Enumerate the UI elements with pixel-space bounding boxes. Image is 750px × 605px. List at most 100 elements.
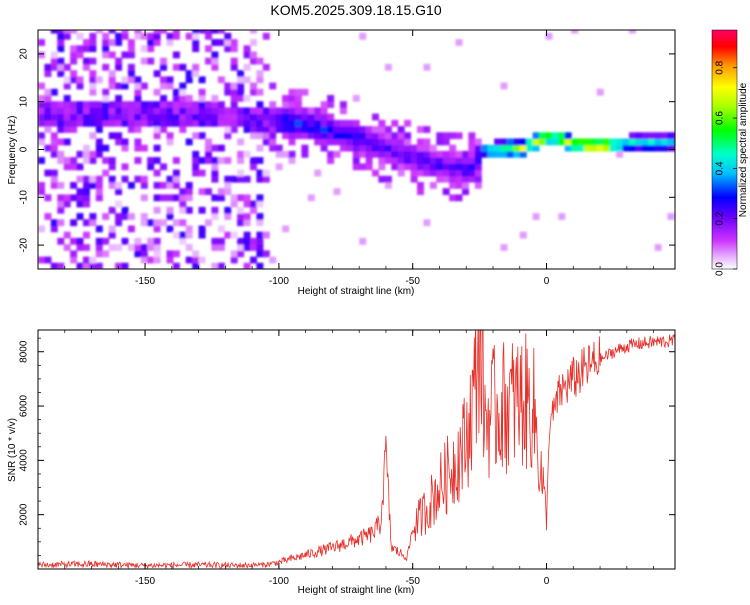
spectrogram-cell (417, 144, 424, 152)
spectrogram-cell (224, 175, 232, 183)
spectrogram-cell (172, 175, 180, 183)
spectrogram-cell (89, 113, 97, 121)
spectrogram-cell (76, 237, 84, 245)
spectrogram-cell (147, 244, 155, 251)
spectrogram-cell (50, 169, 58, 177)
spectrogram-cell (269, 126, 277, 133)
spectrogram-cell (250, 57, 257, 65)
spectrogram-cell (192, 119, 200, 127)
spectrogram-cell (192, 150, 200, 158)
spectrogram-cell (442, 169, 450, 177)
spectrogram-cell (250, 126, 257, 133)
spectrogram-cell (301, 119, 309, 127)
spectrogram-cell (185, 101, 193, 108)
spectrogram-cell (288, 107, 296, 115)
spectrogram-cell (95, 119, 103, 127)
spectrogram-cell (256, 157, 264, 164)
spectrogram-cell (179, 88, 187, 96)
spectrogram-cell (423, 157, 431, 164)
spectrogram-cell (108, 175, 116, 183)
spectrogram-cell (172, 262, 180, 269)
spectrogram-cell (250, 206, 257, 214)
spectrogram-cell (127, 225, 135, 233)
spectrogram-cell (667, 132, 675, 140)
spectrogram-cell (391, 138, 399, 146)
spectrogram-cell (243, 194, 251, 202)
spectrogram-cell (147, 45, 155, 53)
spectrogram-cell (38, 82, 45, 90)
spectrogram-cell (237, 237, 245, 245)
spectrogram-cell (256, 126, 264, 133)
spectrogram-cell (50, 144, 58, 152)
spectrogram-cell (57, 30, 65, 34)
spectrogram-cell (102, 213, 110, 220)
spectrogram-cell (269, 113, 277, 121)
spectrogram-cell (256, 237, 264, 245)
spectrogram-cell (423, 144, 431, 152)
spectrogram-cell (147, 57, 155, 65)
snr-y-tick-label: 8000 (19, 340, 30, 363)
spectrogram-cell (179, 113, 187, 121)
spectrogram-cell (147, 237, 155, 245)
spectrogram-cell (134, 30, 142, 34)
spectrogram-cell (83, 101, 90, 108)
spectrogram-cell (365, 144, 373, 152)
spectrogram-cell (160, 63, 167, 71)
spectrogram-cell (243, 262, 251, 269)
spectrogram-cell (423, 63, 431, 71)
spectrogram-cell (70, 256, 78, 264)
spectrogram-cell (179, 107, 187, 115)
spectrogram-cell (121, 32, 129, 40)
spectrogram-cell (661, 132, 669, 140)
spectrogram-cell (50, 51, 58, 59)
spectrogram-cell (211, 244, 219, 251)
spectrogram-cell (160, 107, 167, 115)
spectrogram-cell (211, 213, 219, 220)
spectrogram-cell (76, 45, 84, 53)
spectrogram-cell (455, 132, 463, 140)
spectrogram-cell (378, 132, 386, 140)
spectrogram-cell (359, 144, 367, 152)
spectrogram-cell (372, 169, 379, 177)
spectrogram-cell (115, 107, 123, 115)
spectrogram-cell (205, 107, 212, 115)
snr-panel: -150 -100 -50 0 2000 4000 6000 8000 Height of s… (7, 329, 676, 596)
snr-frame (37, 329, 676, 570)
spectrogram-cell (38, 107, 45, 115)
spectrogram-cell (134, 119, 142, 127)
spectrogram-cell (50, 132, 58, 140)
spectrogram-cell (108, 206, 116, 214)
spectrogram-cell (275, 144, 283, 152)
spectrogram-cell (83, 45, 90, 53)
spectrogram-cell (243, 119, 251, 127)
spectrogram-cell (230, 63, 238, 71)
spectrogram-cell (44, 194, 52, 202)
spectrogram-cell (38, 157, 45, 164)
spectrogram-cell (50, 182, 58, 189)
spectrogram-cell (57, 206, 65, 214)
spectrogram-cell (532, 138, 540, 146)
spectrogram-cell (365, 150, 373, 158)
spectrogram-cell (166, 82, 174, 90)
spectrogram-cell (237, 138, 245, 146)
spectrogram-cell (224, 113, 232, 121)
spectrogram-cell (404, 144, 412, 152)
spectrogram-cell (359, 32, 367, 40)
spectrogram-cell (134, 250, 142, 258)
spectrogram-cell (211, 262, 219, 269)
spectrogram-cell (404, 119, 412, 127)
spectrogram-cell (89, 82, 97, 90)
spectrogram-cell (153, 250, 161, 258)
spectrogram-cell (397, 150, 405, 158)
spectrogram-cell (63, 200, 71, 208)
spectrogram-cell (160, 163, 167, 171)
spectrogram-cell (115, 132, 123, 140)
spectrogram-cell (172, 107, 180, 115)
spectrogram-cell (288, 157, 296, 164)
spectrogram-cell (76, 32, 84, 40)
spectrogram-cell (584, 138, 591, 146)
spectrogram-cell (256, 194, 264, 202)
spectrogram-cell (571, 138, 579, 146)
spectrogram-cell (185, 32, 193, 40)
spectrogram-cell (166, 250, 174, 258)
